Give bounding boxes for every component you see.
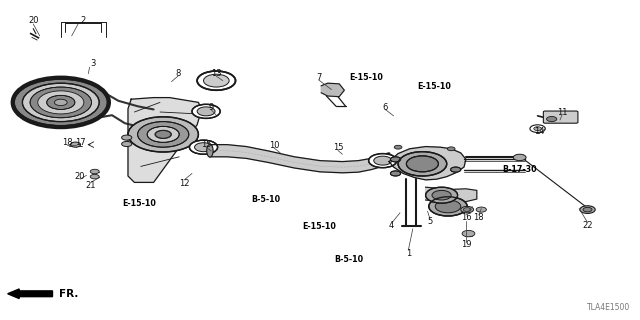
Text: 21: 21 xyxy=(86,181,96,190)
Text: 20: 20 xyxy=(75,172,85,181)
Circle shape xyxy=(147,126,179,142)
Text: E-15-10: E-15-10 xyxy=(302,222,335,231)
Polygon shape xyxy=(389,147,466,180)
Text: 2: 2 xyxy=(81,16,86,25)
Text: 8: 8 xyxy=(175,69,180,78)
Text: 15: 15 xyxy=(201,140,211,149)
Circle shape xyxy=(463,208,471,212)
Circle shape xyxy=(390,171,401,176)
Polygon shape xyxy=(128,98,202,182)
Text: 7: 7 xyxy=(316,73,321,82)
Circle shape xyxy=(476,207,486,212)
FancyBboxPatch shape xyxy=(543,111,578,123)
Circle shape xyxy=(197,107,215,116)
Text: TLA4E1500: TLA4E1500 xyxy=(587,303,630,312)
Circle shape xyxy=(122,141,132,147)
Circle shape xyxy=(390,157,401,162)
Circle shape xyxy=(138,122,189,147)
Circle shape xyxy=(90,174,99,179)
Text: 5: 5 xyxy=(428,217,433,226)
Circle shape xyxy=(204,74,229,87)
Text: 4: 4 xyxy=(389,221,394,230)
Text: 12: 12 xyxy=(179,179,189,188)
Circle shape xyxy=(90,169,99,174)
Text: 9: 9 xyxy=(209,103,214,112)
Text: 14: 14 xyxy=(534,127,544,136)
Circle shape xyxy=(394,145,402,149)
Circle shape xyxy=(14,79,108,126)
Circle shape xyxy=(398,152,447,176)
Circle shape xyxy=(435,200,461,213)
Circle shape xyxy=(192,104,220,118)
Text: 17: 17 xyxy=(75,138,85,147)
Text: E-15-10: E-15-10 xyxy=(349,73,383,82)
Circle shape xyxy=(22,83,99,122)
Circle shape xyxy=(369,154,397,168)
Circle shape xyxy=(195,143,212,152)
Circle shape xyxy=(462,230,475,237)
Circle shape xyxy=(189,140,218,154)
Text: B-5-10: B-5-10 xyxy=(334,255,364,264)
Text: 18: 18 xyxy=(62,138,72,147)
Polygon shape xyxy=(210,145,383,173)
Circle shape xyxy=(461,206,474,213)
Text: 1: 1 xyxy=(406,249,411,258)
Circle shape xyxy=(54,99,67,106)
Text: 22: 22 xyxy=(582,221,593,230)
Circle shape xyxy=(580,206,595,213)
Text: 11: 11 xyxy=(557,108,567,117)
Circle shape xyxy=(429,197,467,216)
Circle shape xyxy=(70,142,81,147)
Text: 19: 19 xyxy=(461,240,471,249)
Text: 18: 18 xyxy=(474,213,484,222)
Text: 20: 20 xyxy=(28,16,38,25)
Text: E-15-10: E-15-10 xyxy=(123,199,156,208)
Text: E-15-10: E-15-10 xyxy=(417,82,451,91)
Circle shape xyxy=(534,127,541,131)
Text: 10: 10 xyxy=(269,141,279,150)
Circle shape xyxy=(38,91,84,114)
Circle shape xyxy=(583,207,592,212)
Text: FR.: FR. xyxy=(59,289,78,299)
Circle shape xyxy=(156,131,171,138)
Text: 16: 16 xyxy=(461,213,471,222)
Text: 15: 15 xyxy=(333,143,343,152)
Circle shape xyxy=(406,156,438,172)
Circle shape xyxy=(47,95,75,109)
Text: B-17-30: B-17-30 xyxy=(502,165,537,174)
Circle shape xyxy=(197,71,236,90)
Circle shape xyxy=(451,167,461,172)
Text: 6: 6 xyxy=(383,103,388,112)
Circle shape xyxy=(513,154,526,161)
Circle shape xyxy=(447,147,455,151)
Text: 3: 3 xyxy=(90,60,95,68)
Polygon shape xyxy=(321,83,344,97)
Text: B-5-10: B-5-10 xyxy=(251,195,280,204)
Circle shape xyxy=(30,87,92,118)
Circle shape xyxy=(530,125,545,132)
Circle shape xyxy=(547,116,557,122)
Text: 13: 13 xyxy=(211,69,221,78)
FancyArrow shape xyxy=(8,289,52,299)
Circle shape xyxy=(122,135,132,140)
Ellipse shape xyxy=(207,144,213,157)
Circle shape xyxy=(14,79,108,126)
Circle shape xyxy=(374,156,392,165)
Circle shape xyxy=(128,117,198,152)
Circle shape xyxy=(426,187,458,203)
Polygon shape xyxy=(426,187,477,203)
Circle shape xyxy=(432,190,451,200)
